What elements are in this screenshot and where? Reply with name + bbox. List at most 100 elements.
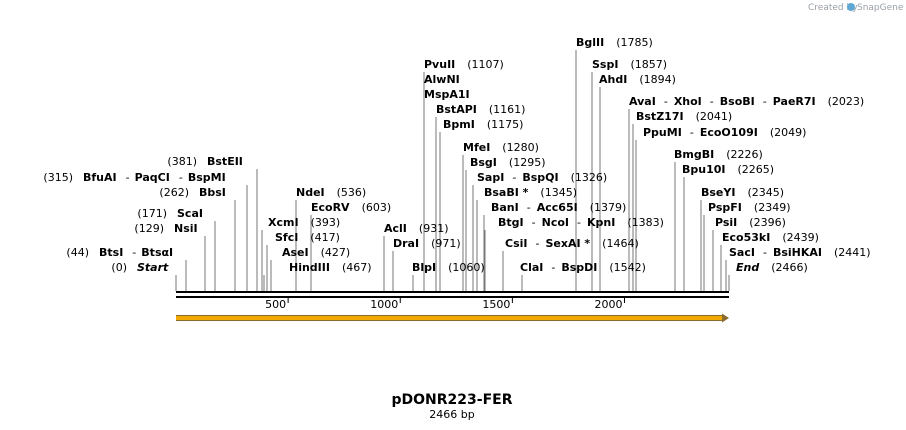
enzyme-name: BfuAI (83, 171, 117, 184)
site-position: (2345) (747, 186, 784, 199)
site-end[interactable]: End (2466) (736, 261, 808, 274)
name-separator: - (577, 216, 581, 229)
site-position: (2023) (828, 95, 865, 108)
site-bseyi[interactable]: BseYI (2345) (701, 186, 784, 199)
enzyme-name: NdeI (296, 186, 325, 199)
enzyme-name: EcoO109I (700, 126, 758, 139)
site-ecorv[interactable]: EcoRV (603) (311, 201, 391, 214)
name-separator: - (763, 246, 767, 259)
site-avai[interactable]: AvaI - XhoI - BsoBI - PaeR7I (2023) (629, 95, 864, 108)
site-leader-lines (175, 50, 730, 291)
site-asei[interactable]: AseI (427) (282, 246, 350, 259)
axis-tick-label: 500 (265, 298, 286, 311)
site-position: (931) (419, 222, 449, 235)
site-acli[interactable]: AclI (931) (384, 222, 449, 235)
site-position: (427) (321, 246, 351, 259)
site-position: (2441) (834, 246, 871, 259)
site-bsabi[interactable]: BsaBI * (1345) (484, 186, 577, 199)
sequence-bottom-strand (176, 296, 729, 298)
site-pspfi[interactable]: PspFI (2349) (708, 201, 790, 214)
site-position: (1060) (448, 261, 485, 274)
site-mfei[interactable]: MfeI (1280) (463, 141, 539, 154)
site-saci[interactable]: SacI - BsiHKAI (2441) (729, 246, 871, 259)
site-csii[interactable]: CsiI - SexAI * (1464) (505, 237, 639, 250)
site-position: (1785) (616, 36, 653, 49)
enzyme-name: End (736, 261, 759, 274)
site-psii[interactable]: PsiI (2396) (715, 216, 786, 229)
site-btgi[interactable]: BtgI - NcoI - KpnI (1383) (498, 216, 664, 229)
site-alwni[interactable]: AlwNI (424, 73, 460, 86)
site-bstz17i[interactable]: BstZ17I (2041) (636, 110, 732, 123)
site-bsteii[interactable]: (381) BstEII (167, 155, 242, 168)
site-bpmi[interactable]: BpmI (1175) (443, 118, 523, 131)
enzyme-name: SspI (592, 58, 618, 71)
site-position: (2226) (726, 148, 763, 161)
site-xcmi[interactable]: XcmI (393) (268, 216, 340, 229)
enzyme-name: BseYI (701, 186, 735, 199)
site-position: (171) (137, 207, 167, 220)
enzyme-name: XhoI (674, 95, 702, 108)
enzyme-name: PspFI (708, 201, 742, 214)
site-bani[interactable]: BanI - Acc65I (1379) (491, 201, 626, 214)
site-bpu10i[interactable]: Bpu10I (2265) (682, 163, 774, 176)
enzyme-name: Acc65I (537, 201, 578, 214)
enzyme-name: XcmI (268, 216, 299, 229)
feature-arrow[interactable] (176, 313, 729, 323)
site-labels: (0) Start (44) BtsI - BtsαI (129) NsiI (171) ScaI… (43, 36, 870, 274)
site-position: (44) (66, 246, 89, 259)
enzyme-name: BtgI (498, 216, 524, 229)
site-start[interactable]: (0) Start (111, 261, 169, 274)
site-scai[interactable]: (171) ScaI (137, 207, 203, 220)
enzyme-name: ClaI (520, 261, 543, 274)
site-position: (1295) (509, 156, 546, 169)
enzyme-name: Bpu10I (682, 163, 726, 176)
enzyme-name: BlpI (412, 261, 436, 274)
enzyme-name: BpmI (443, 118, 475, 131)
site-ndei[interactable]: NdeI (536) (296, 186, 366, 199)
enzyme-name: HindIII (289, 261, 330, 274)
enzyme-name: ScaI (177, 207, 203, 220)
site-position: (381) (167, 155, 197, 168)
site-eco53ki[interactable]: Eco53kI (2439) (722, 231, 819, 244)
enzyme-name: BstEII (207, 155, 243, 168)
enzyme-name: PvuII (424, 58, 455, 71)
enzyme-name: AlwNI (424, 73, 460, 86)
site-position: (1161) (489, 103, 526, 116)
enzyme-name: NsiI (174, 222, 198, 235)
enzyme-name: NcoI (542, 216, 569, 229)
site-hindiii[interactable]: HindIII (467) (289, 261, 372, 274)
site-position: (1107) (467, 58, 504, 71)
site-clai[interactable]: ClaI - BspDI (1542) (520, 261, 646, 274)
site-sspi[interactable]: SspI (1857) (592, 58, 667, 71)
site-bsgi[interactable]: BsgI (1295) (470, 156, 545, 169)
name-separator: - (527, 201, 531, 214)
site-mspa1i[interactable]: MspA1I (424, 88, 470, 101)
site-bfuai[interactable]: (315) BfuAI - PaqCI - BspMI (43, 171, 225, 184)
site-bmgbi[interactable]: BmgBI (2226) (674, 148, 763, 161)
site-ppumi[interactable]: PpuMI - EcoO109I (2049) (643, 126, 806, 139)
axis-tick-label: 2000 (594, 298, 622, 311)
site-sfci[interactable]: SfcI (417) (275, 231, 340, 244)
site-nsii[interactable]: (129) NsiI (134, 222, 197, 235)
enzyme-name: BsiHKAI (773, 246, 822, 259)
name-separator: - (179, 171, 183, 184)
site-blpi[interactable]: BlpI (1060) (412, 261, 485, 274)
enzyme-name: PpuMI (643, 126, 682, 139)
enzyme-name: BsgI (470, 156, 497, 169)
enzyme-name: AclI (384, 222, 407, 235)
plasmid-name: pDONR223-FER (392, 392, 513, 408)
site-bbsi[interactable]: (262) BbsI (159, 186, 226, 199)
site-bstapi[interactable]: BstAPI (1161) (436, 103, 525, 116)
site-btsi[interactable]: (44) BtsI - BtsαI (66, 246, 173, 259)
site-drai[interactable]: DraI (971) (393, 237, 461, 250)
site-sapi[interactable]: SapI - BspQI (1326) (477, 171, 607, 184)
enzyme-name: BtsαI (141, 246, 173, 259)
credit-text: Created by (808, 3, 858, 13)
site-bglii[interactable]: BglII (1785) (576, 36, 653, 49)
enzyme-name: PaqCI (135, 171, 170, 184)
site-ahdi[interactable]: AhdI (1894) (599, 73, 676, 86)
enzyme-name: BmgBI (674, 148, 714, 161)
site-pvuii[interactable]: PvuII (1107) (424, 58, 504, 71)
site-position: (1345) (540, 186, 577, 199)
site-position: (1857) (630, 58, 667, 71)
